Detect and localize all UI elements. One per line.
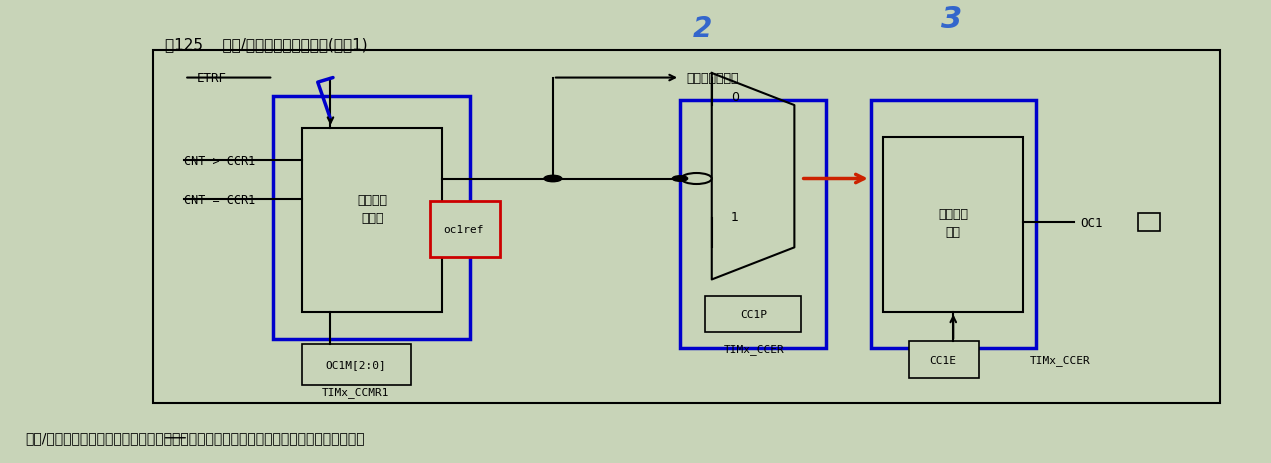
Text: CC1P: CC1P [740, 309, 768, 319]
Text: OC1M[2:0]: OC1M[2:0] [325, 360, 386, 369]
Text: oc1ref: oc1ref [444, 225, 484, 234]
Text: OC1: OC1 [1080, 216, 1103, 229]
Text: TIMx_CCMR1: TIMx_CCMR1 [322, 387, 390, 397]
FancyBboxPatch shape [273, 97, 470, 339]
FancyBboxPatch shape [1138, 213, 1160, 232]
Text: TIMx_CCER: TIMx_CCER [1030, 355, 1091, 365]
FancyBboxPatch shape [871, 101, 1036, 349]
FancyBboxPatch shape [680, 101, 826, 349]
Text: 2: 2 [693, 15, 712, 43]
Circle shape [672, 176, 688, 182]
Text: 1: 1 [731, 210, 738, 223]
Text: 输出模式
控制器: 输出模式 控制器 [357, 194, 388, 225]
FancyBboxPatch shape [430, 202, 500, 257]
FancyBboxPatch shape [153, 51, 1220, 403]
Text: ETRF: ETRF [197, 72, 228, 85]
Text: 3: 3 [941, 5, 962, 34]
Text: TIMx_CCER: TIMx_CCER [723, 343, 784, 354]
Text: CNT > CCR1: CNT > CCR1 [184, 154, 255, 167]
FancyBboxPatch shape [302, 344, 411, 385]
FancyBboxPatch shape [909, 342, 979, 378]
Text: 输出使能
电路: 输出使能 电路 [938, 207, 969, 238]
Text: 0: 0 [731, 91, 738, 104]
Text: 捕获/比较模块由一个预装载寄存器和一个影子寄存器组成。读写过程仅操作预装载寄存器。: 捕获/比较模块由一个预装载寄存器和一个影子寄存器组成。读写过程仅操作预装载寄存器… [25, 431, 365, 444]
FancyBboxPatch shape [705, 296, 801, 332]
Text: 至主模式控制器: 至主模式控制器 [686, 72, 738, 85]
FancyBboxPatch shape [302, 129, 442, 312]
Text: CC1E: CC1E [929, 355, 957, 365]
Circle shape [544, 176, 562, 182]
FancyBboxPatch shape [883, 138, 1023, 312]
Text: 图125    捕获/比较通道的输出部分(通道1): 图125 捕获/比较通道的输出部分(通道1) [165, 37, 367, 52]
Text: CNT = CCR1: CNT = CCR1 [184, 193, 255, 206]
